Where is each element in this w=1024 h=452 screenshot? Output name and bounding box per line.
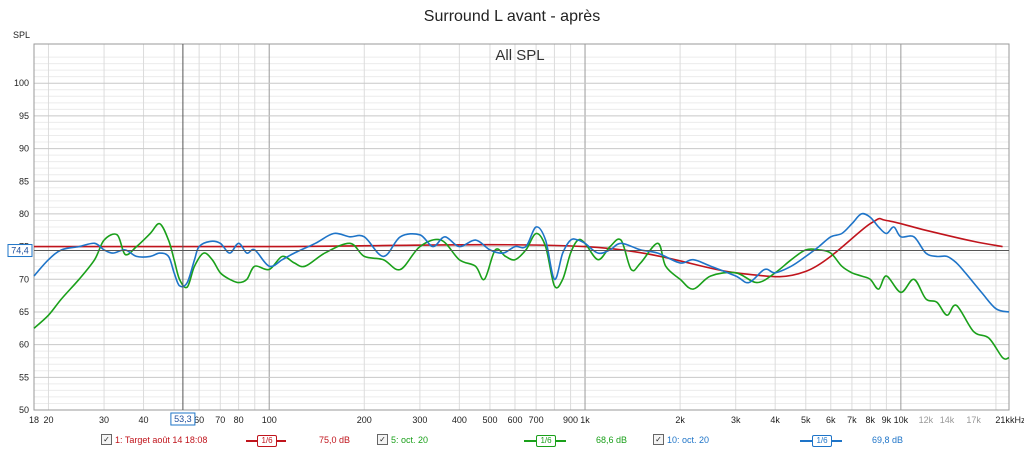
series-line-1[interactable] [34,217,1003,278]
x-tick-label: 3k [731,415,741,425]
y-tick-label: 95 [19,111,29,121]
x-tick-label: 80 [234,415,244,425]
cursor-x-readout: 53,3 [174,414,192,424]
x-tick-label: 100 [262,415,277,425]
x-axis-ticks: 18 20 30 40 60 70 80 100 200 300 400 500 600 700 900 1k… [29,415,1024,425]
x-tick-label: 30 [99,415,109,425]
x-tick-label: 12k [919,415,934,425]
x-tick-label: 2k [675,415,685,425]
y-tick-label: 65 [19,307,29,317]
x-tick-label: 900 [563,415,578,425]
x-tick-label: 6k [826,415,836,425]
x-tick-label: 700 [529,415,544,425]
cursor-layer: 74,4 53,3 [7,44,1009,426]
series-1-checkbox[interactable]: ✓ [101,434,112,445]
x-tick-label: 10k [894,415,909,425]
cursor-y-readout-box [7,244,33,258]
x-tick-label: 300 [412,415,427,425]
x-tick-label: 17k [966,415,981,425]
plot-frame [33,43,1010,411]
x-tick-label: 200 [357,415,372,425]
x-tick-label: 4k [770,415,780,425]
y-tick-label: 55 [19,372,29,382]
series-line-2[interactable] [33,222,1010,360]
series-2-name: 5: oct. 20 [391,435,429,445]
y-tick-label: 80 [19,209,29,219]
x-unit-label: kHz [1010,415,1024,425]
chart-title: Surround L avant - après [423,8,601,25]
cursor-y-readout: 74,4 [11,246,29,256]
x-tick-label: 1k [580,415,590,425]
series-1-smoothing-button[interactable]: 1/6 [257,435,277,447]
x-tick-label: 5k [801,415,811,425]
legend: ✓ 1: Target août 14 18:08 1/6 75,0 dB ✓ … [0,433,1024,449]
y-tick-label: 90 [19,144,29,154]
y-tick-label: 100 [14,78,29,88]
x-tick-label: 8k [865,415,875,425]
series-1-name: 1: Target août 14 18:08 [115,435,208,445]
x-tick-label: 70 [215,415,225,425]
x-tick-label: 60 [194,415,204,425]
series-2-checkbox[interactable]: ✓ [377,434,388,445]
x-tick-label: 20 [43,415,53,425]
x-tick-label: 7k [847,415,857,425]
series-layer [33,212,1010,360]
x-tick-label: 9k [882,415,892,425]
y-tick-label: 70 [19,274,29,284]
series-1-level: 75,0 dB [319,435,351,445]
series-3-level: 69,8 dB [872,435,904,445]
x-tick-label: 21k [995,415,1010,425]
panel-label: All SPL [495,47,544,64]
cursor-x-readout-box [170,412,196,426]
minor-gridlines [34,43,1009,404]
series-3-name: 10: oct. 20 [667,435,710,445]
series-3-checkbox[interactable]: ✓ [653,434,664,445]
x-tick-label: 40 [139,415,149,425]
y-tick-label: 60 [19,340,29,350]
x-tick-label: 18 [29,415,39,425]
series-2-smoothing-button[interactable]: 1/6 [536,435,556,447]
y-axis-label: SPL [13,30,30,40]
series-3-smoothing-button[interactable]: 1/6 [812,435,832,447]
y-tick-label: 85 [19,176,29,186]
y-tick-label: 50 [19,405,29,415]
x-tick-label: 14k [940,415,955,425]
x-tick-label: 400 [452,415,467,425]
x-tick-label: 600 [507,415,522,425]
series-2-level: 68,6 dB [596,435,628,445]
series-line-3[interactable] [33,212,1010,313]
x-tick-label: 500 [482,415,497,425]
